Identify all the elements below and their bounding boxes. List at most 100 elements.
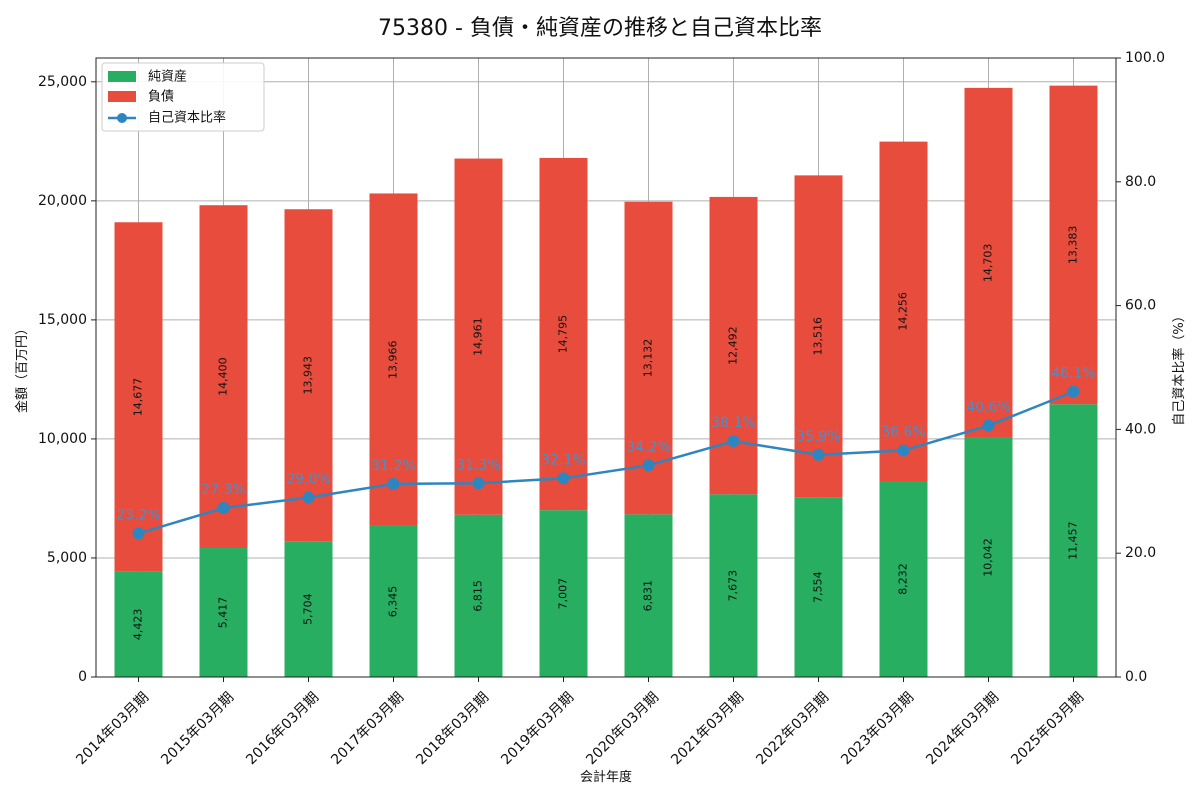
bar-liabilities	[454, 158, 503, 515]
legend-label-ratio: 自己資本比率	[148, 110, 226, 126]
y2-tick-label: 100.0	[1125, 50, 1165, 66]
bar-label-equity: 6,345	[387, 586, 400, 618]
bar-liabilities	[964, 87, 1013, 438]
x-tick-label: 2022年03月期	[753, 689, 832, 768]
bar-liabilities	[199, 205, 248, 549]
y2-tick-label: 60.0	[1125, 298, 1156, 314]
ratio-point	[897, 444, 910, 457]
y2-tick-label: 0.0	[1125, 669, 1147, 685]
x-tick-label: 2023年03月期	[838, 689, 917, 768]
legend-swatch-liabilities	[108, 91, 136, 102]
y2-tick-label: 20.0	[1125, 545, 1156, 561]
bar-liabilities	[539, 157, 588, 511]
bar-label-liabilities: 13,516	[812, 317, 825, 356]
ratio-line	[138, 390, 1074, 535]
y-tick-label: 5,000	[47, 550, 87, 566]
y-tick-label: 15,000	[38, 312, 87, 328]
ratio-label: 31.2%	[371, 458, 415, 474]
bar-label-equity: 8,232	[897, 563, 910, 595]
x-tick-label: 2018年03月期	[413, 689, 492, 768]
bar-label-liabilities: 13,943	[302, 356, 315, 395]
y-tick-label: 25,000	[38, 74, 87, 90]
ratio-point	[982, 419, 995, 432]
x-axis-title: 会計年度	[580, 769, 632, 785]
x-tick-label: 2025年03月期	[1008, 689, 1087, 768]
y-tick-label: 20,000	[38, 193, 87, 209]
bar-equity	[369, 525, 418, 677]
ratio-label: 36.6%	[881, 424, 925, 440]
ratio-label: 23.2%	[116, 507, 160, 523]
ratio-label: 34.2%	[626, 439, 670, 455]
bar-equity	[454, 514, 503, 677]
ratio-point	[387, 477, 400, 490]
bar-equity	[284, 541, 333, 677]
ratio-label: 27.3%	[201, 482, 245, 498]
x-tick-label: 2015年03月期	[158, 689, 237, 768]
bar-label-liabilities: 14,703	[982, 244, 995, 283]
x-tick-label: 2024年03月期	[923, 689, 1002, 768]
y2-axis-title: 自己資本比率（%）	[1171, 309, 1187, 425]
bar-label-equity: 6,815	[472, 580, 485, 612]
ratio-label: 29.0%	[286, 471, 330, 487]
legend-swatch-equity	[108, 71, 136, 82]
bar-label-liabilities: 14,400	[217, 357, 230, 396]
ratio-point	[642, 459, 655, 472]
ratio-point	[217, 502, 230, 515]
plot-frame	[95, 57, 1117, 678]
y2-tick-label: 40.0	[1125, 421, 1156, 437]
bar-label-liabilities: 14,677	[132, 378, 145, 417]
x-tick-label: 2014年03月期	[73, 689, 152, 768]
legend-label-liabilities: 負債	[148, 90, 174, 105]
bar-label-equity: 7,554	[812, 571, 825, 603]
bar-label-equity: 7,673	[727, 570, 740, 602]
x-tick-label: 2021年03月期	[668, 689, 747, 768]
y2-tick-label: 80.0	[1125, 174, 1156, 190]
y-tick-label: 0	[78, 669, 87, 685]
bar-equity	[539, 510, 588, 677]
x-tick-label: 2020年03月期	[583, 689, 662, 768]
bar-liabilities	[1049, 85, 1098, 405]
bar-liabilities	[369, 193, 418, 526]
bar-equity	[1049, 404, 1098, 677]
bar-label-equity: 5,417	[217, 597, 230, 629]
ratio-label: 35.9%	[796, 429, 840, 445]
bar-label-equity: 10,042	[982, 538, 995, 577]
y-tick-label: 10,000	[38, 431, 87, 447]
bar-liabilities	[284, 209, 333, 542]
bar-equity	[879, 481, 928, 677]
bar-label-liabilities: 14,961	[472, 317, 485, 356]
plot-area	[96, 58, 1116, 677]
bar-liabilities	[879, 141, 928, 482]
ratio-point	[472, 477, 485, 490]
ratio-label: 38.1%	[711, 415, 755, 431]
legend-label-equity: 純資産	[148, 69, 187, 85]
ratio-point	[132, 527, 145, 540]
y-axis-title: 金額（百万円）	[14, 322, 30, 413]
bar-equity	[794, 497, 843, 677]
x-tick-label: 2016年03月期	[243, 689, 322, 768]
ratio-point	[812, 448, 825, 461]
ratio-label: 32.1%	[541, 452, 585, 468]
bar-label-liabilities: 14,795	[557, 315, 570, 354]
ratio-point	[302, 491, 315, 504]
bar-label-equity: 11,457	[1067, 521, 1080, 560]
ratio-point	[1067, 385, 1080, 398]
ratio-label: 40.6%	[966, 400, 1010, 416]
ratio-label: 31.3%	[456, 457, 500, 473]
bar-equity	[624, 514, 673, 677]
legend-box	[101, 62, 265, 132]
x-tick-label: 2017年03月期	[328, 689, 407, 768]
bar-label-liabilities: 12,492	[727, 326, 740, 365]
bar-equity	[709, 494, 758, 677]
x-tick-label: 2019年03月期	[498, 689, 577, 768]
bar-label-equity: 7,007	[557, 578, 570, 610]
legend-swatch-ratio-marker	[117, 113, 127, 123]
bar-label-equity: 5,704	[302, 593, 315, 625]
bar-liabilities	[794, 175, 843, 498]
bar-equity	[114, 571, 163, 677]
bar-label-liabilities: 13,132	[642, 339, 655, 378]
bar-label-equity: 4,423	[132, 609, 145, 641]
bar-label-liabilities: 13,383	[1067, 226, 1080, 264]
